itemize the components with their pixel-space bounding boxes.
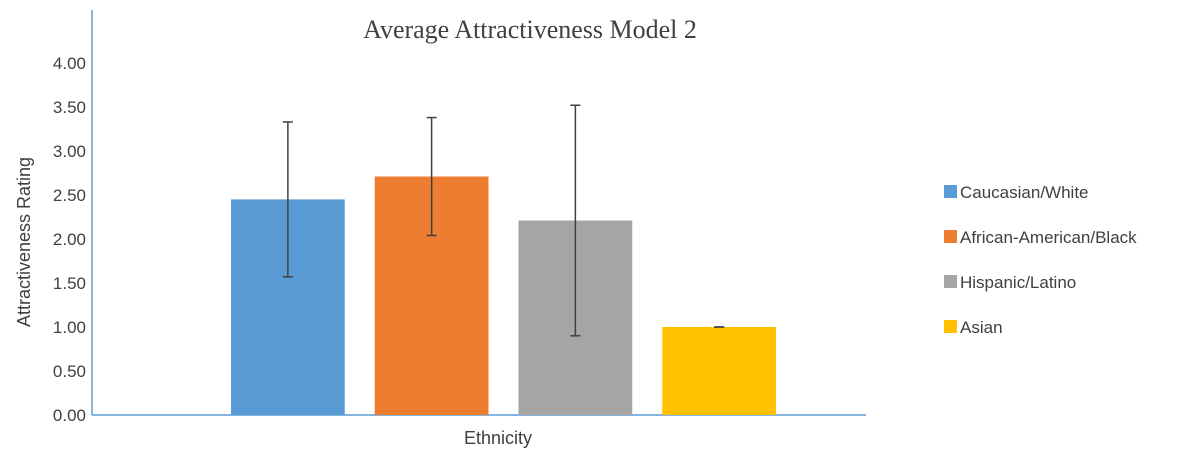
legend-swatch [944, 185, 957, 198]
y-tick-label: 2.50 [53, 186, 86, 205]
x-axis-title: Ethnicity [464, 428, 532, 448]
y-tick-label: 3.50 [53, 98, 86, 117]
y-tick-label: 4.00 [53, 54, 86, 73]
bars [231, 176, 776, 415]
legend: Caucasian/White African-American/Black His… [944, 183, 1137, 337]
y-axis-title: Attractiveness Rating [14, 157, 34, 327]
legend-label: Asian [960, 318, 1003, 337]
bar-asian [662, 327, 776, 415]
y-tick-label: 3.00 [53, 142, 86, 161]
error-bars [282, 104, 725, 337]
legend-swatch [944, 320, 957, 333]
legend-swatch [944, 275, 957, 288]
y-tick-label: 0.00 [53, 406, 86, 425]
chart-title: Average Attractiveness Model 2 [363, 15, 697, 44]
legend-swatch [944, 230, 957, 243]
y-tick-label: 0.50 [53, 362, 86, 381]
y-tick-label: 1.00 [53, 318, 86, 337]
legend-label: Hispanic/Latino [960, 273, 1076, 292]
y-tick-label: 2.00 [53, 230, 86, 249]
y-axis: 0.00 0.50 1.00 1.50 2.00 2.50 3.00 3.50 4.00 [53, 10, 93, 425]
legend-label: Caucasian/White [960, 183, 1089, 202]
legend-label: African-American/Black [960, 228, 1137, 247]
y-tick-label: 1.50 [53, 274, 86, 293]
